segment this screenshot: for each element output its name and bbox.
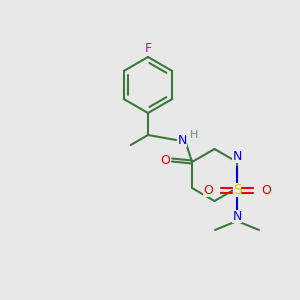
Text: O: O	[160, 154, 170, 166]
Text: S: S	[233, 183, 242, 197]
Text: N: N	[232, 209, 242, 223]
Text: O: O	[261, 184, 271, 196]
Text: O: O	[203, 184, 213, 196]
Text: H: H	[190, 130, 198, 140]
Text: N: N	[232, 149, 242, 163]
Text: F: F	[144, 43, 152, 56]
Text: N: N	[177, 134, 187, 146]
